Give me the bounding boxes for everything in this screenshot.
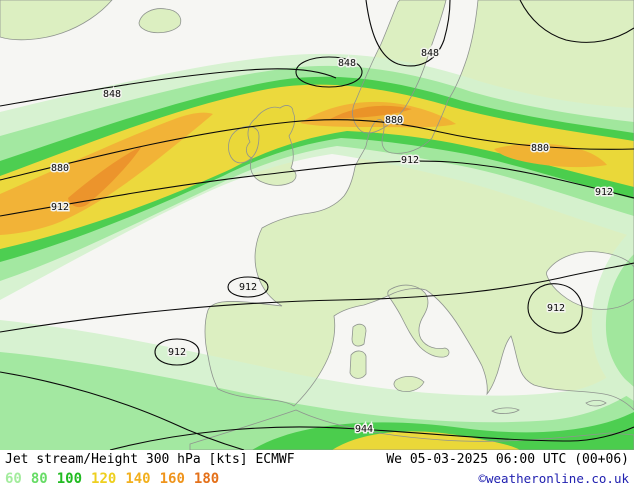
height-contour-848-loop [295,56,363,88]
height-contour-mid [0,262,634,333]
contour-label-880: 880 [385,115,403,126]
contour-label-912: 912 [51,202,69,213]
jet-core-140kts-east [494,143,607,168]
height-contour-848-north [365,0,451,67]
contour-label-912: 912 [401,155,419,166]
legend-value-60: 60 [5,471,22,487]
height-contour-southwest [0,371,245,450]
contour-label-848: 848 [421,48,439,59]
contour-label-912: 912 [595,187,613,198]
contour-label-912: 912 [168,347,186,358]
map-area: 848 848 848 880 880 880 912 912 912 912 … [0,0,634,450]
map-footer: Jet stream/Height 300 hPa [kts] ECMWF We… [0,450,634,490]
jet-core-160kts-west [68,146,142,208]
legend-value-160: 160 [159,471,185,487]
sardinia-land [350,350,366,379]
copyright-link[interactable]: ©weatheronline.co.uk [478,471,629,486]
legend-value-180: 180 [193,471,220,487]
footer-title-row: Jet stream/Height 300 hPa [kts] ECMWF We… [5,452,629,471]
jet-band-80kts-south [0,352,634,450]
map-title: Jet stream/Height 300 hPa [kts] ECMWF [5,452,295,467]
jet-core-120kts-south [332,431,520,450]
contour-label-layer: 848 848 848 880 880 880 912 912 912 912 … [49,47,614,437]
contour-label-912: 912 [547,303,565,314]
jet-band-80kts-east-edge [605,254,634,387]
map-datetime: We 05-03-2025 06:00 UTC (00+06) [386,452,629,467]
jet-core-160kts-scandinavia [330,105,412,119]
contour-label-848: 848 [338,58,356,69]
balearic-island [303,359,309,365]
legend-value-140: 140 [125,471,151,487]
height-contour-layer [0,0,634,450]
legend-value-120: 120 [91,471,117,487]
height-contour-northeast [519,0,634,43]
balearic-island [315,354,321,360]
height-contour-912-main [0,160,634,217]
height-contour-912-loop-atlantic [154,338,200,366]
contour-label-880: 880 [531,143,549,154]
windspeed-legend: 60 80 100 120 140 160 180 [5,471,219,487]
height-contour-912-loop-iberia [227,276,269,298]
legend-value-80: 80 [30,471,48,487]
height-contour-912-loop-east-med [527,283,583,334]
height-contour-944 [109,426,634,450]
footer-legend-row: 60 80 100 120 140 160 180 ©weatheronline… [5,471,629,490]
legend-value-100: 100 [56,471,83,487]
contour-label-944: 944 [355,424,373,435]
height-contour-848-west [0,68,337,107]
land-layer [0,0,634,450]
weather-map: 848 848 848 880 880 880 912 912 912 912 … [0,0,634,450]
contour-label-880: 880 [51,163,69,174]
contour-label-848: 848 [103,89,121,100]
height-contour-880 [0,119,634,181]
contour-label-912: 912 [239,282,257,293]
